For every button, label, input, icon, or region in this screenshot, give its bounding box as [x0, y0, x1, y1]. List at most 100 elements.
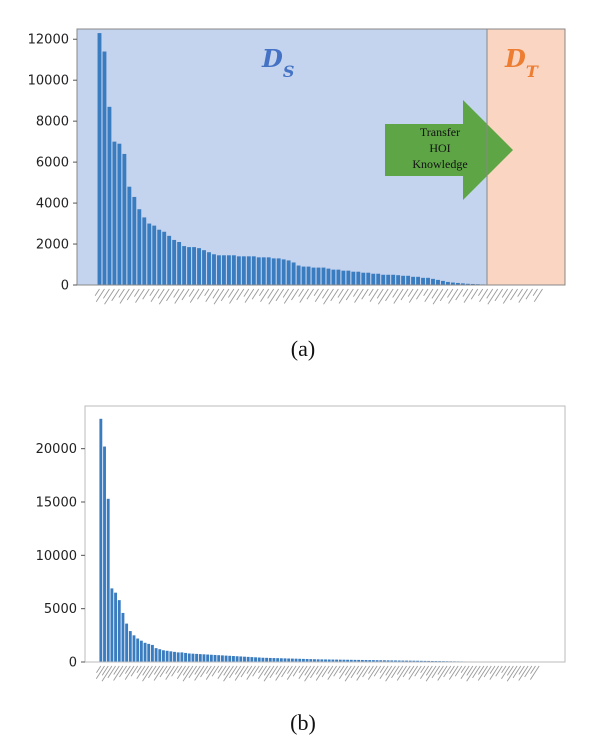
- bar: [321, 267, 326, 285]
- bar: [283, 658, 287, 662]
- bar: [408, 660, 412, 662]
- x-tick-label-mark: [400, 288, 409, 301]
- x-tick-label-mark: [510, 288, 518, 301]
- x-tick-label-mark: [533, 288, 543, 302]
- bar: [272, 658, 276, 662]
- bar: [254, 657, 257, 662]
- bar: [465, 283, 470, 285]
- bar: [441, 280, 445, 285]
- x-tick-label-mark: [525, 288, 533, 300]
- bar: [143, 642, 147, 662]
- x-tick-label-mark: [466, 665, 474, 676]
- x-tick-label-mark: [392, 288, 399, 298]
- x-tick-label-mark: [414, 665, 422, 677]
- bar: [316, 267, 321, 285]
- y-tick-label: 6000: [36, 156, 69, 171]
- x-tick-label-mark: [119, 665, 128, 678]
- bar: [176, 652, 180, 662]
- x-tick-label-mark: [350, 665, 360, 679]
- x-tick-label-mark: [339, 665, 345, 674]
- x-tick-label-mark: [431, 665, 441, 679]
- target-domain-label: DT: [504, 44, 539, 81]
- x-tick-label-mark: [176, 665, 186, 679]
- x-tick-label-mark: [258, 288, 265, 297]
- x-tick-label-mark: [142, 288, 150, 300]
- x-tick-label-mark: [104, 288, 115, 305]
- x-tick-label-mark: [470, 288, 479, 300]
- bar: [243, 656, 246, 662]
- x-tick-label-mark: [220, 288, 230, 302]
- x-tick-label-mark: [173, 288, 180, 298]
- bar: [391, 274, 396, 285]
- x-tick-label-mark: [217, 665, 223, 674]
- panel-a-y-axis: 0 2000 4000 6000 8000 10000 12000: [28, 33, 77, 294]
- bar: [136, 638, 140, 662]
- x-tick-label-mark: [236, 288, 245, 301]
- x-tick-label-mark: [432, 288, 444, 305]
- x-tick-label-mark: [501, 665, 511, 679]
- bar: [117, 143, 122, 285]
- y-tick-label: 2000: [36, 238, 69, 253]
- bar: [396, 275, 401, 285]
- x-tick-label-mark: [506, 665, 514, 676]
- bar: [132, 635, 136, 662]
- x-tick-label-mark: [396, 665, 404, 675]
- x-tick-label-mark: [393, 288, 404, 304]
- transfer-arrow-line-1: Transfer: [420, 125, 460, 139]
- bar: [147, 223, 152, 285]
- bar: [206, 654, 210, 662]
- bar: [296, 265, 301, 285]
- x-tick-label-mark: [269, 665, 279, 679]
- x-tick-label-mark: [327, 665, 334, 674]
- bar: [152, 225, 157, 285]
- x-tick-label-mark: [189, 288, 200, 303]
- bar: [346, 270, 351, 285]
- bar: [265, 657, 269, 662]
- x-tick-label-mark: [377, 288, 389, 305]
- x-tick-label-mark: [103, 288, 110, 299]
- x-tick-label-mark: [407, 288, 414, 297]
- bar: [445, 281, 450, 285]
- bar: [232, 656, 235, 662]
- x-tick-label-mark: [181, 288, 190, 301]
- bar: [406, 275, 411, 285]
- x-tick-label-mark: [460, 665, 466, 674]
- y-tick-label: 15000: [36, 496, 77, 511]
- bar: [162, 650, 165, 662]
- x-tick-label-mark: [148, 665, 157, 679]
- bar: [287, 658, 291, 662]
- panel-b-frame: [84, 405, 566, 663]
- x-tick-label-mark: [205, 288, 215, 302]
- bar: [127, 186, 132, 285]
- bar: [228, 655, 232, 662]
- x-tick-label-mark: [234, 665, 242, 675]
- x-tick-label-mark: [135, 288, 145, 303]
- x-tick-label-mark: [356, 665, 367, 681]
- bar: [268, 657, 272, 662]
- bar: [450, 282, 455, 285]
- y-tick-label: 10000: [36, 549, 77, 564]
- panel-b-chart: 0 5000 10000 15000 20000 (b): [36, 405, 566, 735]
- y-tick-label: 10000: [28, 74, 69, 89]
- y-tick-label: 20000: [36, 442, 77, 457]
- bar: [142, 217, 147, 285]
- x-tick-label-mark: [107, 665, 116, 679]
- x-tick-label-mark: [330, 288, 339, 302]
- bar: [177, 241, 182, 285]
- source-domain-label: DS: [261, 44, 294, 81]
- bar: [236, 256, 241, 285]
- panel-a-frame: [76, 28, 566, 286]
- bar: [147, 643, 151, 662]
- bar: [320, 659, 324, 662]
- bar: [207, 252, 211, 285]
- bar: [331, 269, 336, 285]
- bar: [246, 256, 251, 285]
- bar: [386, 660, 390, 662]
- x-tick-label-mark: [228, 288, 235, 298]
- bar: [169, 651, 173, 662]
- bar: [364, 660, 368, 662]
- bar: [106, 498, 110, 662]
- bar: [336, 269, 341, 285]
- bar: [301, 658, 305, 662]
- bar: [221, 255, 226, 285]
